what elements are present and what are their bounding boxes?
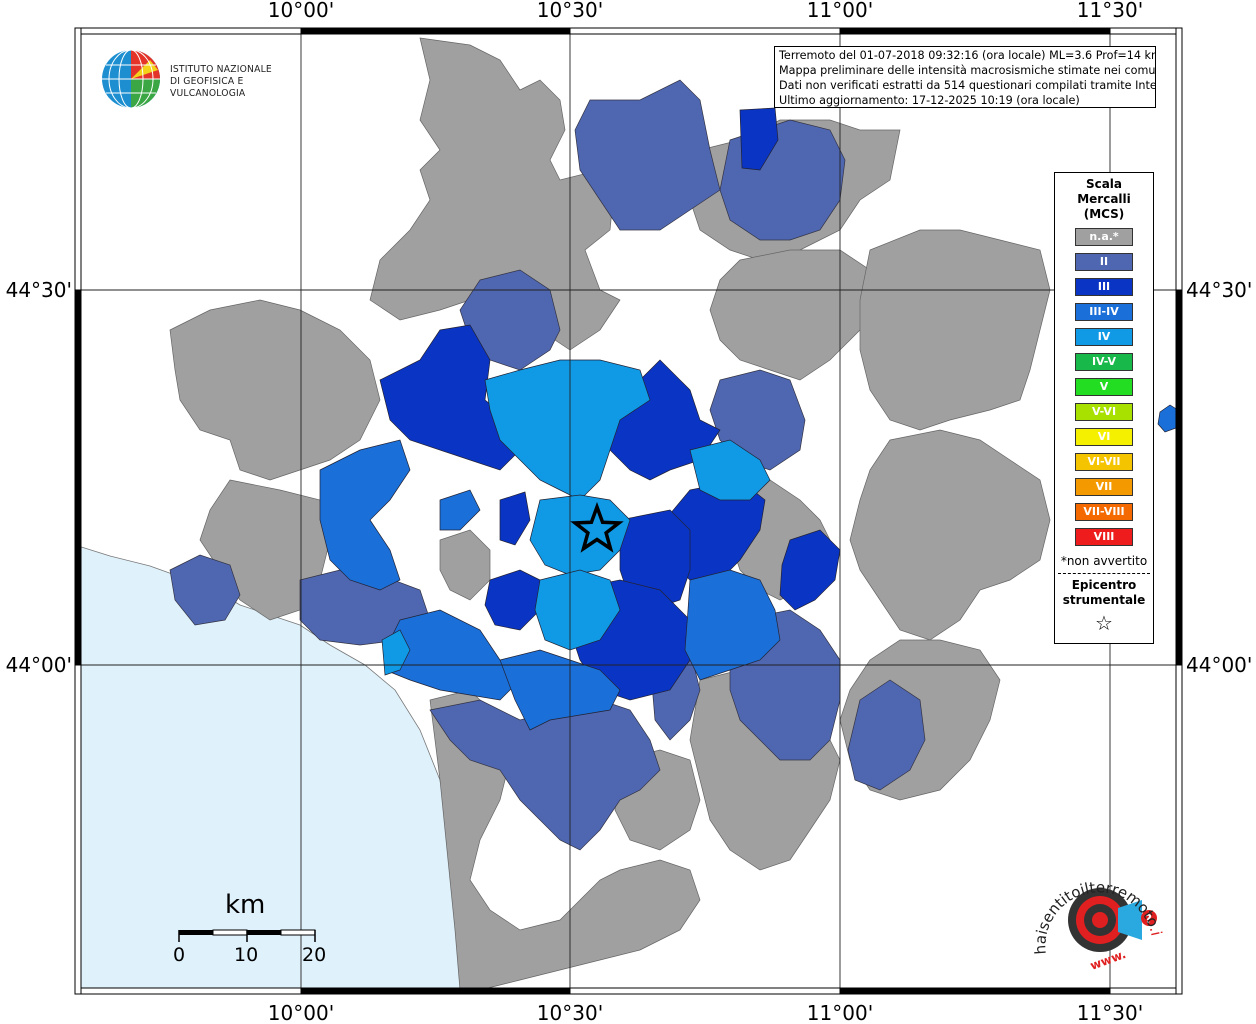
tick-bottom-3: 11°00' [807, 1001, 873, 1024]
tick-top-1: 10°00' [268, 0, 334, 22]
legend-title-line2: Mercalli [1077, 192, 1131, 206]
legend-epicenter-label: Epicentro strumentale [1055, 578, 1153, 608]
area-IV-south [534, 569, 621, 651]
area-na-east-1 [709, 249, 881, 381]
legend-item: IV-V [1075, 353, 1133, 371]
area-III-west [484, 569, 541, 631]
area-na-east-2 [859, 229, 1051, 431]
area-IIIIV-west [319, 439, 411, 591]
legend-item: V [1075, 378, 1133, 396]
legend-item: VIII [1075, 528, 1133, 546]
legend-title-line1: Scala [1085, 177, 1123, 191]
tick-left-1: 44°30' [6, 278, 72, 302]
graticule [75, 28, 1182, 994]
tick-right-1: 44°30' [1186, 278, 1252, 302]
earthquake-info-box: Terremoto del 01-07-2018 09:32:16 (ora l… [774, 46, 1156, 108]
area-IV-east [689, 439, 771, 501]
area-III-north-small [739, 107, 779, 171]
legend-epicenter-line1: Epicentro [1071, 578, 1137, 592]
area-na-center-west [439, 529, 491, 601]
area-III-center-west [499, 491, 531, 546]
epicenter-star [570, 501, 624, 553]
area-II-north-center [459, 269, 561, 371]
scale-bar: km 0 10 20 [170, 890, 340, 970]
area-IIIIV-center [439, 489, 481, 531]
tick-bottom-2: 10°30' [537, 1001, 603, 1024]
legend-item: n.a.* [1075, 228, 1133, 246]
municipalities-III [379, 107, 841, 701]
tick-top-2: 10°30' [537, 0, 603, 22]
tick-top-4: 11°30' [1077, 0, 1143, 22]
haisentito-logo: ? haisentitoilterremoto.it www. [1031, 844, 1174, 978]
scale-label-0: 0 [173, 944, 186, 966]
tick-right-2: 44°00' [1186, 653, 1252, 677]
scale-bar-graphic [178, 929, 316, 942]
area-IV-center [529, 494, 631, 576]
legend-item: VI [1075, 428, 1133, 446]
area-IIIIV-south [499, 649, 621, 731]
legend-item: VII-VIII [1075, 503, 1133, 521]
area-IV-north [484, 359, 651, 501]
svg-text:?: ? [1145, 912, 1152, 926]
legend-item: V-VI [1075, 403, 1133, 421]
scale-unit: km [225, 890, 266, 920]
scale-label-20: 20 [302, 944, 327, 966]
info-line-description: Mappa preliminare delle intensità macros… [779, 64, 1156, 77]
legend-divider [1058, 573, 1150, 574]
area-II-north [574, 79, 721, 231]
info-line-update: Ultimo aggiornamento: 17-12-2025 10:19 (… [779, 94, 1080, 107]
area-na-west-1 [169, 299, 381, 481]
legend-title: Scala Mercalli (MCS) [1055, 177, 1153, 222]
area-IV-coast [381, 629, 411, 676]
legend-title-line3: (MCS) [1083, 207, 1125, 221]
intensity-legend: Scala Mercalli (MCS) n.a.* II III III-IV IV I… [1054, 172, 1154, 644]
area-na-east-3 [849, 429, 1051, 641]
legend-item: III [1075, 278, 1133, 296]
ingv-logo: ISTITUTO NAZIONALE DI GEOFISICA E VULCAN… [100, 48, 320, 110]
institute-name-line1: ISTITUTO NAZIONALE [170, 64, 272, 75]
tick-left-2: 44°00' [6, 653, 72, 677]
tick-bottom-1: 10°00' [268, 1001, 334, 1024]
legend-item: VI-VII [1075, 453, 1133, 471]
legend-items: n.a.* II III III-IV IV IV-V V V-VI VI VI-VII VII VI… [1055, 228, 1153, 546]
info-line-data-source: Dati non verificati estratti da 514 ques… [779, 79, 1156, 92]
area-II-far-east [847, 679, 926, 791]
legend-item: III-IV [1075, 303, 1133, 321]
legend-item: IV [1075, 328, 1133, 346]
area-III-east-2 [779, 529, 841, 611]
municipalities-IV [381, 359, 771, 676]
legend-item: VII [1075, 478, 1133, 496]
legend-note: *non avvertito [1060, 554, 1148, 568]
map-frame [74, 27, 1183, 995]
tick-top-3: 11°00' [807, 0, 873, 22]
legend-item: II [1075, 253, 1133, 271]
institute-name-line2: DI GEOFISICA E VULCANOLOGIA [170, 76, 246, 99]
scale-label-10: 10 [234, 944, 259, 966]
globe-icon [102, 49, 160, 109]
area-II-west-1 [169, 554, 241, 626]
municipalities-III-IV [319, 404, 1179, 731]
info-line-event: Terremoto del 01-07-2018 09:32:16 (ora l… [779, 49, 1156, 62]
haisentito-logo-graphic: ? haisentitoilterremoto.it www. [1031, 844, 1165, 973]
area-na-north [369, 37, 621, 351]
tick-bottom-4: 11°30' [1077, 1001, 1143, 1024]
star-icon: ☆ [1095, 611, 1113, 635]
area-IIIIV-east [684, 569, 781, 681]
legend-epicenter-line2: strumentale [1062, 593, 1146, 607]
